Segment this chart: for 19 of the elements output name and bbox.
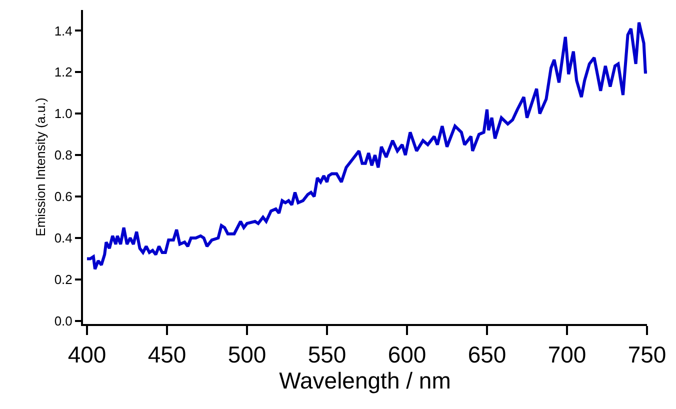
x-tick-label: 500: [228, 342, 266, 368]
y-tick-label: 0.8: [54, 148, 72, 163]
y-axis-title: Emission Intensity (a.u.): [32, 98, 48, 236]
line-series: [86, 20, 647, 271]
x-tick-label: 600: [388, 342, 426, 368]
x-tick-label: 450: [148, 342, 186, 368]
y-tick-label: 0.2: [54, 272, 72, 287]
y-tick-label: 0.0: [54, 313, 72, 328]
y-tick-label: 1.2: [54, 64, 72, 80]
y-tick-label: 1.4: [54, 23, 72, 38]
x-tick-label: 750: [628, 342, 666, 368]
x-tick-label: 650: [468, 342, 506, 368]
x-tick-label: 550: [308, 342, 346, 368]
x-tick-label: 700: [548, 342, 586, 368]
x-axis-title: Wavelength / nm: [279, 368, 451, 394]
y-tick-label: 0.4: [54, 230, 72, 246]
y-tick-label: 1.0: [54, 106, 72, 122]
y-tick-label: 0.6: [54, 189, 72, 204]
x-tick-label: 400: [68, 342, 106, 368]
